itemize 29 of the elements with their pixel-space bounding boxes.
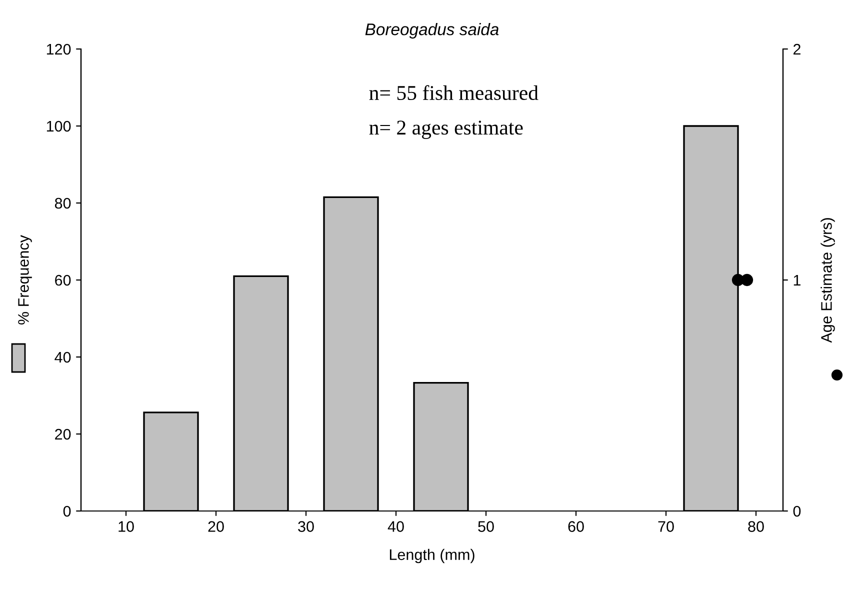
chart-title: Boreogadus saida	[365, 23, 499, 39]
y-tick-label: 0	[63, 506, 71, 517]
y-tick-label: 40	[54, 352, 71, 363]
y2-tick-label: 0	[793, 506, 801, 517]
x-tick-label: 70	[658, 521, 674, 532]
bar	[413, 382, 469, 511]
y2-tick-label: 1	[794, 275, 800, 286]
y-tick-label: 60	[55, 274, 71, 286]
bar	[143, 412, 199, 511]
annotation: n= 55 fish measured	[369, 85, 538, 100]
y-tick-label: 80	[54, 198, 71, 209]
annotation: n= 2 ages estimate	[369, 120, 523, 139]
y-tick-label: 100	[46, 120, 71, 132]
bar	[323, 196, 379, 511]
x-axis-title: Length (mm)	[390, 548, 474, 564]
y-tick-label: 20	[55, 428, 71, 440]
x-tick-label: 10	[118, 521, 134, 532]
x-tick-label: 30	[298, 521, 314, 532]
x-tick-label: 40	[388, 521, 404, 532]
x-tick-label: 80	[748, 521, 764, 532]
y-tick-label: 120	[46, 44, 71, 55]
y2-axis-title: Age Estimate (yrs)	[820, 218, 835, 343]
x-tick-label: 60	[568, 521, 584, 532]
y2-tick-label: 2	[793, 44, 800, 55]
x-tick-label: 20	[208, 521, 224, 532]
x-tick-label: 50	[478, 521, 494, 532]
bar	[683, 125, 739, 511]
y-axis-title: % Frequency	[18, 235, 32, 324]
bar	[233, 275, 289, 511]
